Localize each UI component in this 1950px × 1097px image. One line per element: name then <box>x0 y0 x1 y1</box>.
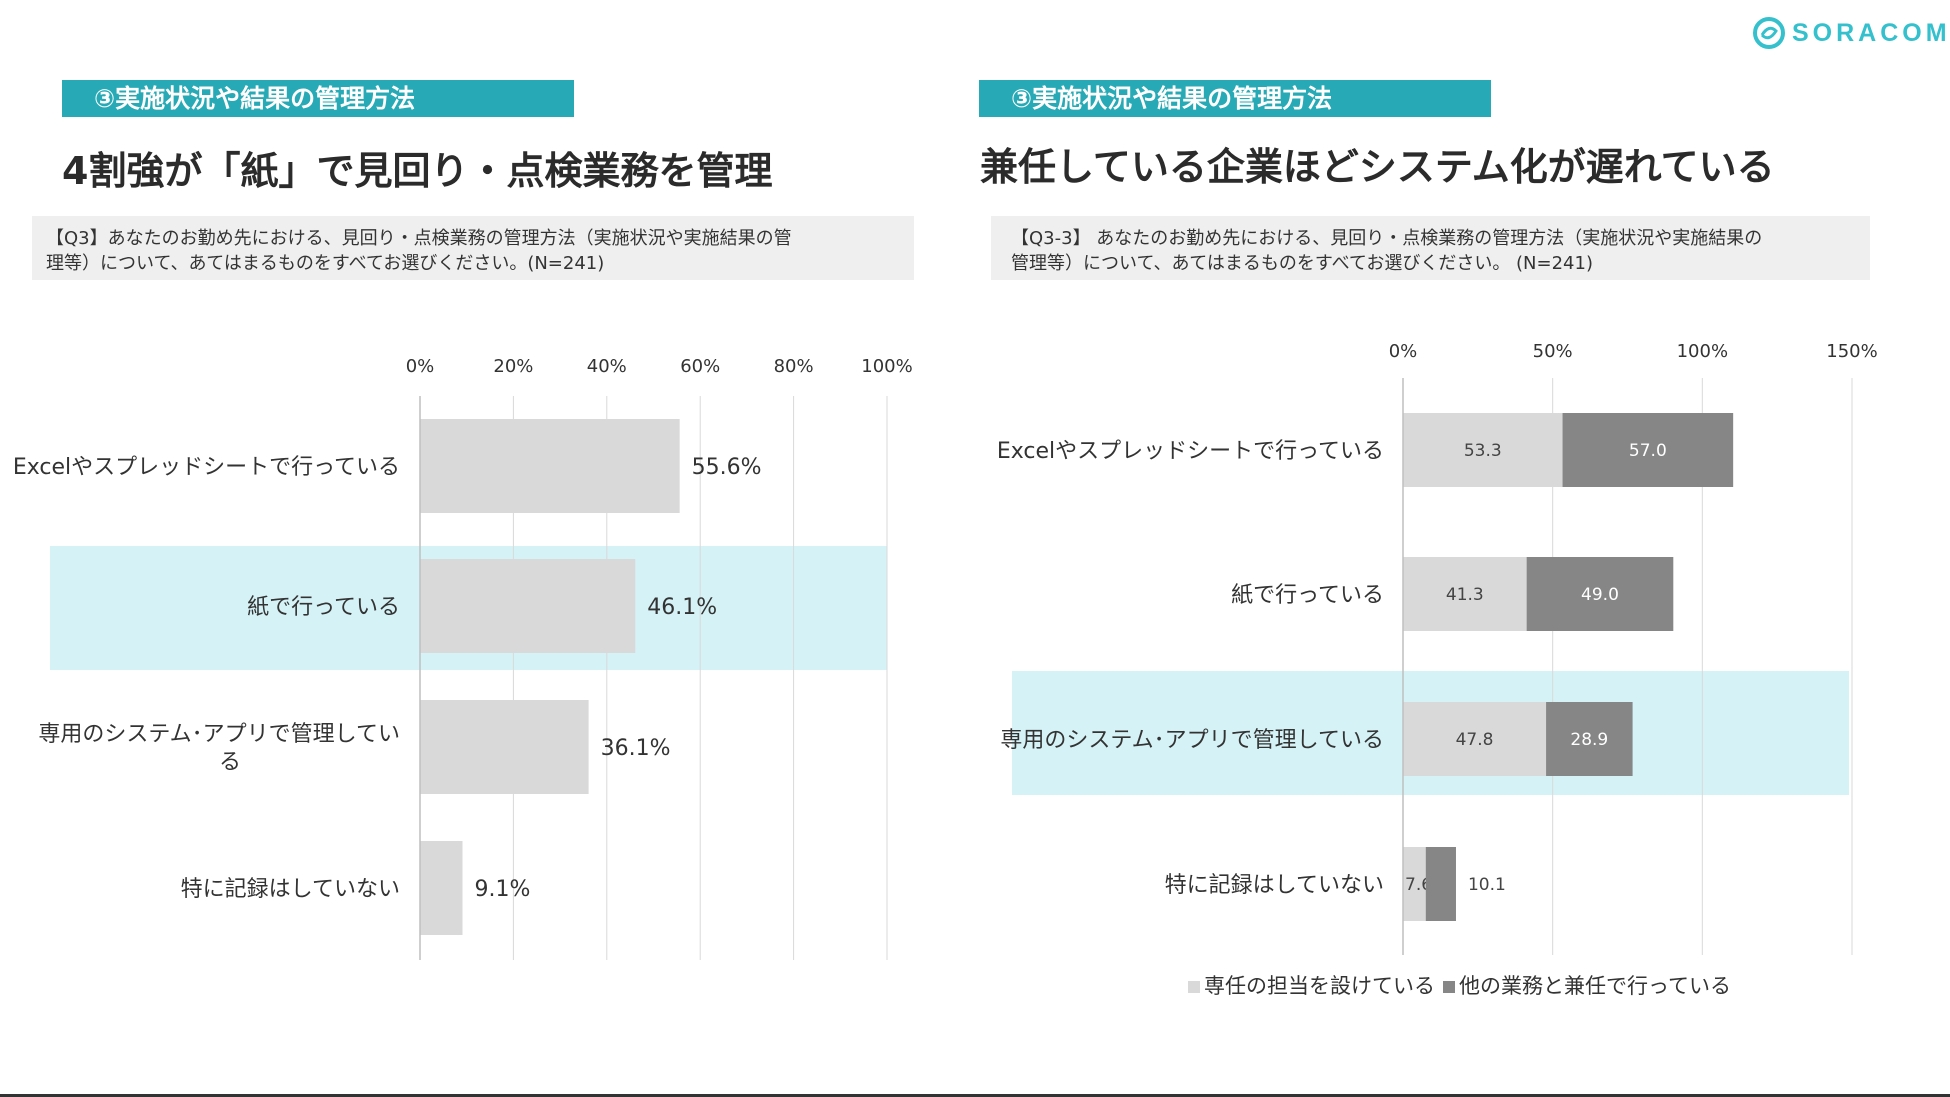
left-data-label: 46.1% <box>647 595 717 620</box>
right-category-label: 特に記録はしていない <box>1165 873 1384 898</box>
right-tick-label: 0% <box>1389 341 1418 362</box>
right-bar-dedicated <box>1403 847 1426 921</box>
right-segment-label: 47.8 <box>1456 730 1494 750</box>
left-section-label: ③実施状況や結果の管理方法 <box>62 80 574 117</box>
right-question: 【Q3-3】 あなたのお勤め先における、見回り・点検業務の管理方法（実施状況や実… <box>991 216 1870 280</box>
right-bar-dedicated <box>1403 557 1527 631</box>
right-tick-label: 150% <box>1826 341 1877 362</box>
footer-divider <box>0 1094 1950 1097</box>
left-tick-label: 0% <box>406 356 435 377</box>
left-headline: 4割強が「紙」で見回り・点検業務を管理 <box>62 149 773 193</box>
right-tick-label: 100% <box>1677 341 1728 362</box>
left-bar <box>420 559 636 653</box>
right-segment-label: 53.3 <box>1464 441 1502 461</box>
left-tick-label: 20% <box>493 356 533 377</box>
right-category-label: 専用のシステム･アプリで管理している <box>1000 728 1384 753</box>
legend-label: 専任の担当を設けている <box>1204 974 1435 998</box>
right-segment-label: 57.0 <box>1629 441 1667 461</box>
right-section-label: ③実施状況や結果の管理方法 <box>979 80 1491 117</box>
left-data-label: 55.6% <box>692 455 762 480</box>
right-segment-label: 41.3 <box>1446 585 1484 605</box>
left-tick-label: 100% <box>861 356 912 377</box>
left-question-line2: 理等）について、あてはまるものをすべてお選びください。(N=241) <box>46 253 605 274</box>
right-segment-label: 7.6 <box>1405 875 1432 895</box>
right-segment-label: 49.0 <box>1581 585 1619 605</box>
right-tick-label: 50% <box>1533 341 1573 362</box>
soracom-logo: SORACOM <box>1752 16 1950 50</box>
right-bar-dedicated <box>1403 702 1547 776</box>
left-bar <box>420 841 463 935</box>
left-category-label: 特に記録はしていない <box>181 877 400 902</box>
left-tick-label: 60% <box>680 356 720 377</box>
left-category-label: る <box>219 750 241 775</box>
left-data-label: 9.1% <box>474 877 530 902</box>
right-bar-concurrent <box>1425 847 1456 921</box>
right-segment-label: 28.9 <box>1570 730 1608 750</box>
right-bar-concurrent <box>1562 413 1734 487</box>
left-question: 【Q3】あなたのお勤め先における、見回り・点検業務の管理方法（実施状況や実施結果… <box>32 216 914 280</box>
left-tick-label: 80% <box>774 356 814 377</box>
left-question-line1: 【Q3】あなたのお勤め先における、見回り・点検業務の管理方法（実施状況や実施結果… <box>46 228 792 249</box>
soracom-logo-icon <box>1753 17 1785 49</box>
left-category-label: 専用のシステム･アプリで管理してい <box>38 722 400 747</box>
left-category-label: Excelやスプレッドシートで行っている <box>13 455 400 480</box>
right-headline: 兼任している企業ほどシステム化が遅れている <box>980 145 1775 189</box>
right-category-label: 紙で行っている <box>1231 583 1384 608</box>
left-bar <box>420 700 589 794</box>
left-tick-label: 40% <box>587 356 627 377</box>
left-data-label: 36.1% <box>601 736 671 761</box>
right-bar-concurrent <box>1546 702 1633 776</box>
right-segment-label: 10.1 <box>1468 875 1506 895</box>
right-category-label: Excelやスプレッドシートで行っている <box>997 439 1384 464</box>
legend-swatch <box>1188 981 1200 993</box>
legend-label: 他の業務と兼任で行っている <box>1459 974 1731 998</box>
legend-swatch <box>1443 981 1455 993</box>
right-question-line2: 管理等）について、あてはまるものをすべてお選びください。 (N=241) <box>1011 253 1593 274</box>
left-category-label: 紙で行っている <box>247 595 400 620</box>
left-bar <box>420 419 680 513</box>
right-question-line1: 【Q3-3】 あなたのお勤め先における、見回り・点検業務の管理方法（実施状況や実… <box>1011 228 1763 249</box>
right-bar-concurrent <box>1526 557 1674 631</box>
brand-name: SORACOM <box>1792 18 1950 47</box>
right-bar-dedicated <box>1403 413 1563 487</box>
